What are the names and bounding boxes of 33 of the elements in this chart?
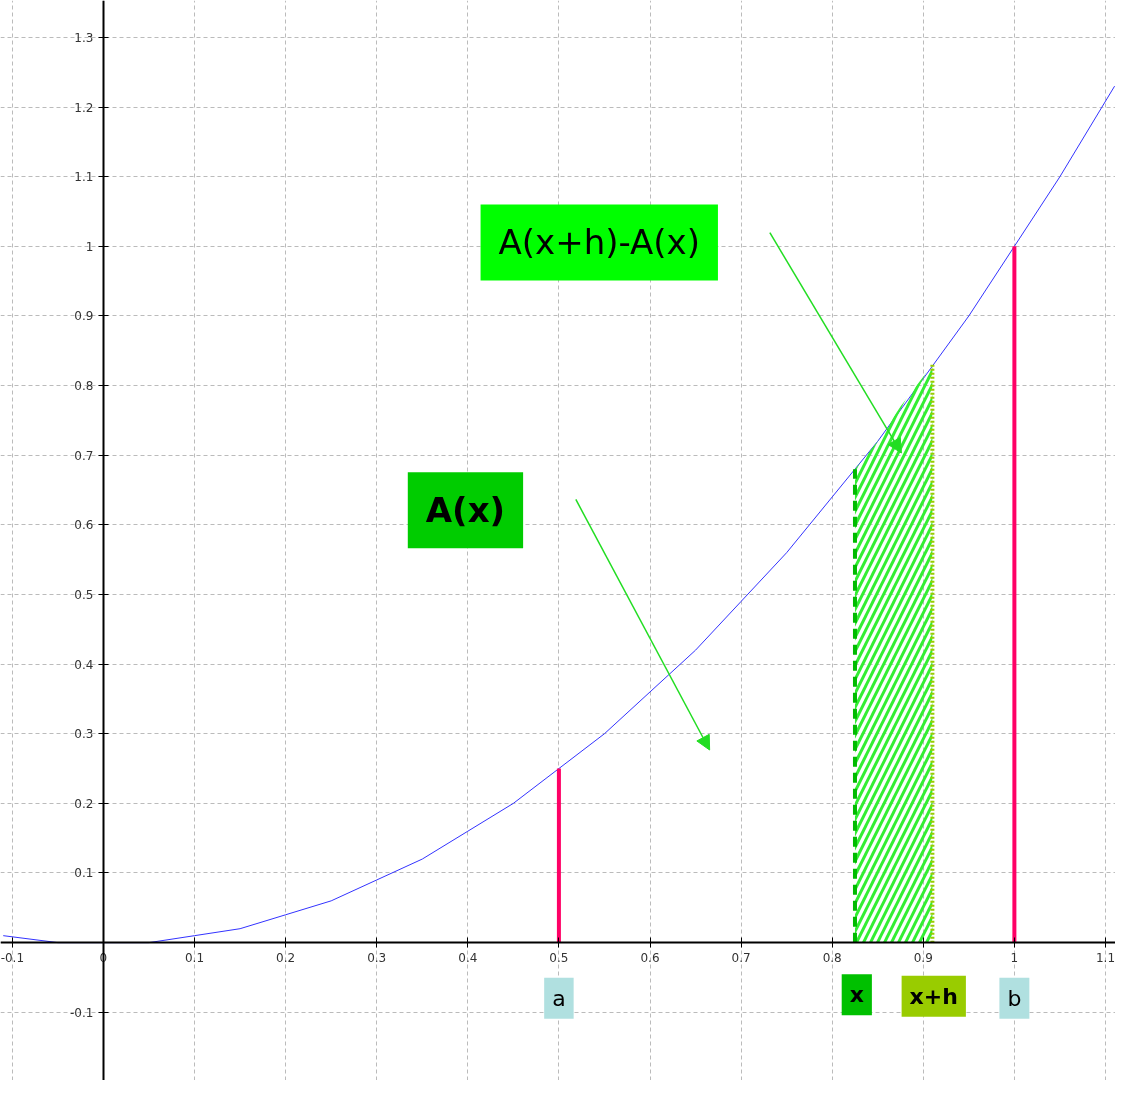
y-tick-label: -0.1 [70,1005,94,1020]
line-series [2,85,1115,944]
annotation: A(x) [425,490,506,531]
y-tick-label: 0.1 [74,866,94,881]
x-tick-label: 0.4 [458,950,478,965]
x-tick-label: 0.9 [913,950,933,965]
annotation: x+h [909,983,958,1009]
y-tick-label: 1.2 [74,100,94,115]
annotation: A(x+h)-A(x) [498,222,700,263]
x-tick-label: 0.7 [731,950,751,965]
y-tick-label: 1 [85,239,94,254]
annotation: b [1007,985,1022,1011]
y-tick-label: 0.8 [74,379,94,394]
y-tick-label: 0.4 [74,657,94,672]
x-tick-label: -0.1 [0,950,25,965]
y-tick-label: 1.3 [74,30,94,45]
x-tick-label: 0.8 [822,950,842,965]
y-tick-label: 0.6 [74,518,94,533]
x-tick-label: 0.3 [367,950,387,965]
annotation: x [849,982,864,1008]
x-tick-label: 0.2 [276,950,296,965]
y-tick-label: 0.3 [74,727,94,742]
y-tick-label: 1.1 [74,170,94,185]
x-tick-label: 1 [1010,950,1019,965]
y-tick-label: 0.7 [74,448,94,463]
y-tick-label: 0.2 [74,796,94,811]
x-tick-label: 0.1 [184,950,205,965]
annotation: a [552,985,566,1011]
y-tick-label: 0.5 [74,587,94,602]
x-tick-label: 0.6 [640,950,660,965]
x-tick-label: 1.1 [1095,950,1116,965]
x-tick-label: 0.5 [549,950,569,965]
y-tick-label: 0.9 [74,309,94,324]
